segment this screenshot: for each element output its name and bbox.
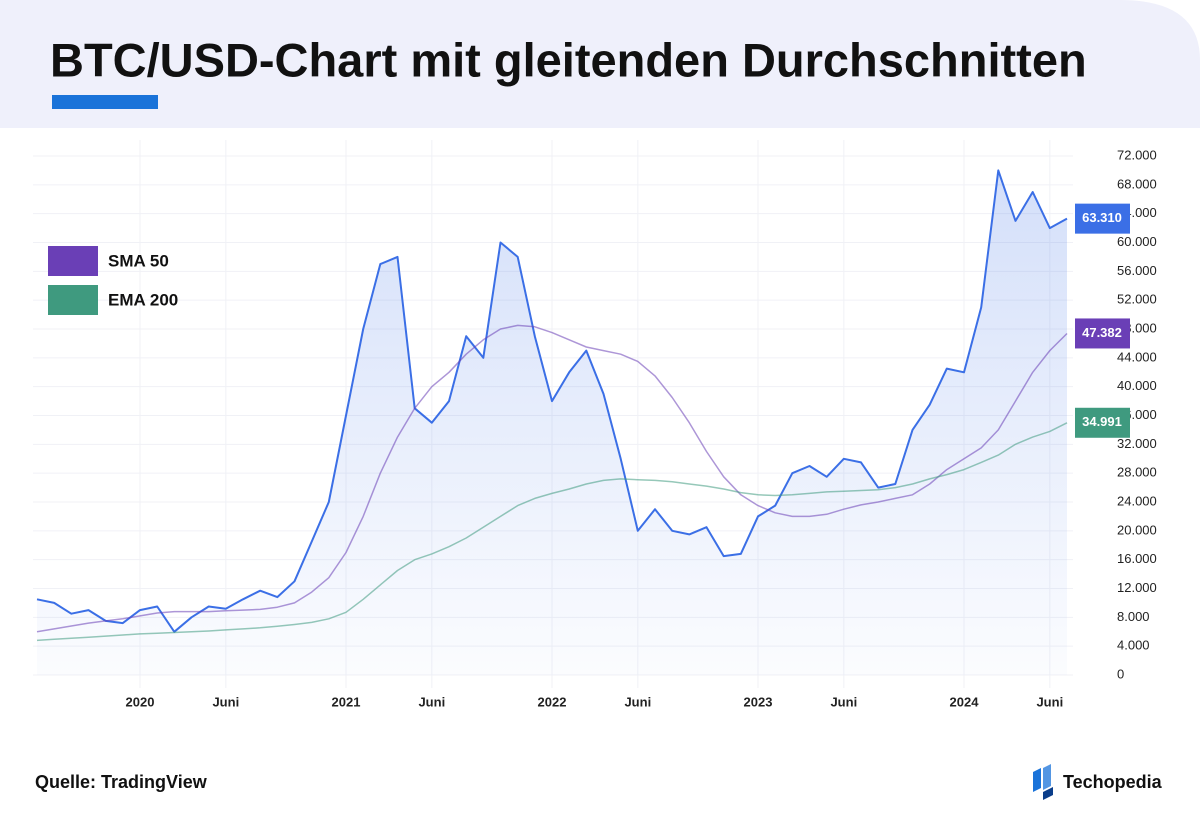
indicator-line: [36, 324, 1068, 633]
value-badge-label: 63.310: [1082, 210, 1122, 225]
legend-swatch: [48, 246, 98, 276]
x-tick-label: 2024: [950, 694, 980, 709]
legend-label: SMA 50: [108, 251, 169, 270]
indicator-line: [36, 422, 1068, 642]
y-tick-label: 72.000: [1117, 147, 1157, 162]
y-tick-label: 12.000: [1117, 580, 1157, 595]
header-band: [0, 0, 1200, 128]
y-tick-label: 60.000: [1117, 234, 1157, 249]
value-badge-label: 47.382: [1082, 325, 1122, 340]
x-tick-label: 2023: [744, 694, 773, 709]
price-area: [37, 170, 1067, 675]
y-tick-label: 40.000: [1117, 378, 1157, 393]
y-tick-label: 52.000: [1117, 292, 1157, 307]
y-tick-label: 28.000: [1117, 465, 1157, 480]
x-tick-label: 2020: [126, 694, 155, 709]
x-tick-label: Juni: [212, 694, 239, 709]
x-tick-label: 2022: [538, 694, 567, 709]
y-tick-label: 8.000: [1117, 609, 1150, 624]
price-line: [36, 169, 1068, 633]
plot: 0 4.000 8.000 12.000 16.000 20.000 24.000 28.00…: [33, 140, 1157, 709]
value-badge: [1075, 203, 1130, 234]
y-tick-label: 32.000: [1117, 436, 1157, 451]
value-badge-label: 34.991: [1082, 414, 1122, 429]
brand-logo: [1033, 764, 1053, 800]
y-tick-label: 0: [1117, 666, 1124, 681]
y-tick-label: 4.000: [1117, 638, 1150, 653]
y-tick-label: 56.000: [1117, 263, 1157, 278]
source: Quelle: TradingView: [35, 772, 208, 792]
value-badge: [1075, 407, 1130, 438]
legend-label: EMA 200: [108, 290, 178, 309]
brand: Techopedia: [1063, 772, 1163, 792]
x-tick-label: Juni: [1036, 694, 1063, 709]
y-tick-label: 16.000: [1117, 551, 1157, 566]
y-tick-label: 24.000: [1117, 493, 1157, 508]
title: BTC/USD-Chart mit gleitenden Durchschnit…: [50, 33, 1087, 86]
x-tick-label: Juni: [418, 694, 445, 709]
title-underline: [52, 95, 158, 109]
x-tick-label: 2021: [332, 694, 361, 709]
y-tick-label: 44.000: [1117, 349, 1157, 364]
x-tick-label: Juni: [624, 694, 651, 709]
x-tick-label: Juni: [830, 694, 857, 709]
legend-swatch: [48, 285, 98, 315]
y-tick-label: 68.000: [1117, 176, 1157, 191]
y-tick-label: 20.000: [1117, 522, 1157, 537]
value-badge: [1075, 318, 1130, 349]
